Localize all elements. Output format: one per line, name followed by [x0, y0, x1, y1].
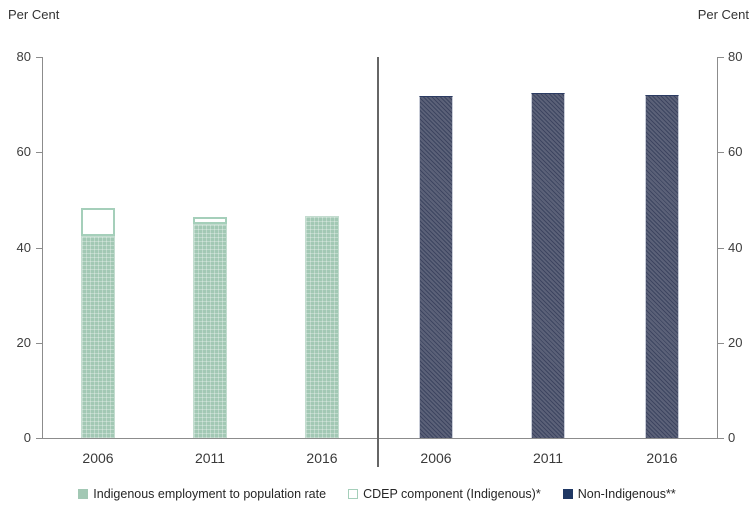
x-label-left-2016: 2016 [306, 450, 338, 466]
bar-cdep-2011 [193, 216, 227, 224]
x-label-right-2011: 2011 [532, 450, 564, 466]
panel-divider [377, 57, 379, 467]
y-tick-left [36, 57, 42, 58]
legend-label-nonindigenous: Non-Indigenous** [577, 487, 676, 501]
bar-indigenous-2011 [193, 223, 227, 438]
y-tick-left [36, 247, 42, 249]
x-axis [42, 438, 718, 439]
y-tick-label-right: 80 [728, 49, 743, 64]
y-tick-right [718, 247, 724, 249]
y-tick-label-right: 60 [728, 144, 743, 160]
x-label-left-2006: 2006 [82, 450, 114, 466]
y-tick-label-left: 20 [16, 334, 31, 350]
legend-label-indigenous: Indigenous employment to population rate [93, 487, 327, 501]
legend-swatch-cdep [348, 489, 359, 499]
y-tick-left [36, 152, 42, 154]
y-tick-label-left: 80 [16, 49, 31, 64]
y-tick-right [718, 342, 724, 344]
bar-indigenous-2006 [81, 235, 115, 438]
y-tick-label-left: 40 [16, 239, 31, 255]
y-tick-left [36, 438, 42, 439]
right-y-axis [717, 57, 718, 438]
left-axis-title: Per Cent [8, 7, 60, 22]
legend-item-nonindigenous: Non-Indigenous** [562, 487, 676, 501]
legend-item-cdep: CDEP component (Indigenous)* [348, 487, 541, 501]
y-tick-label-left: 60 [16, 144, 31, 160]
y-tick-right [718, 57, 724, 58]
y-tick-label-left: 0 [23, 430, 31, 445]
legend-item-indigenous: Indigenous employment to population rate [78, 487, 326, 501]
left-y-axis [42, 57, 43, 438]
legend-label-cdep: CDEP component (Indigenous)* [363, 487, 541, 501]
bar-cdep-2006 [81, 208, 115, 236]
x-label-right-2006: 2006 [420, 450, 452, 466]
x-label-left-2011: 2011 [194, 450, 226, 466]
bar-nonindigenous-2006 [419, 95, 453, 438]
bar-indigenous-2016 [305, 216, 339, 438]
legend: Indigenous employment to population rate… [0, 487, 754, 501]
y-tick-label-right: 40 [728, 239, 743, 255]
bar-nonindigenous-2011 [531, 93, 565, 438]
y-tick-label-right: 0 [728, 430, 736, 445]
bar-nonindigenous-2016 [645, 94, 679, 438]
y-tick-right [718, 438, 724, 439]
y-tick-right [718, 152, 724, 154]
y-tick-label-right: 20 [728, 334, 743, 350]
y-tick-left [36, 342, 42, 344]
legend-swatch-indigenous [78, 489, 89, 499]
x-label-right-2016: 2016 [646, 450, 678, 466]
right-axis-title: Per Cent [697, 7, 749, 22]
legend-swatch-nonindigenous [562, 489, 573, 499]
